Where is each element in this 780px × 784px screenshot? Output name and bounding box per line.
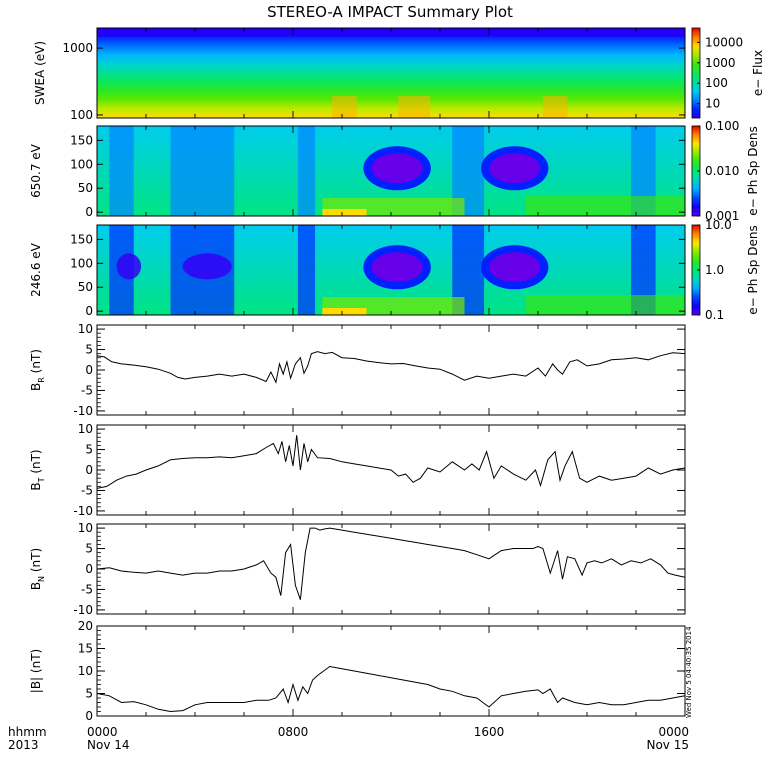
br-ylabel-unit: (nT) <box>29 349 43 377</box>
pad650-colorbar-tick-label: 0.100 <box>705 119 739 133</box>
swea-colorbar-tick-label: 10000 <box>705 35 743 49</box>
bn-ytick-label: -5 <box>81 582 93 596</box>
swea-image <box>97 28 685 118</box>
spectrogram-pad650: 0 50 100 150 650.7 eV 0.001 0.010 0.100 e− Ph Sp… <box>29 119 760 223</box>
br-series-line <box>96 351 686 384</box>
br-frame <box>96 324 686 416</box>
x-tick-date-label: Nov 14 <box>87 738 130 752</box>
panel-br: -10 -5 0 5 10 BR (nT) <box>29 322 686 418</box>
bt-ytick-label: 10 <box>78 422 93 436</box>
x-tick-label: 0000 <box>87 725 118 739</box>
bn-ylabel-unit: (nT) <box>29 548 43 576</box>
bt-ylabel-sub: T <box>37 477 46 483</box>
generation-timestamp: Wed Nov 5 04:40:35 2014 <box>685 626 693 718</box>
br-ylabel-sub: R <box>37 377 46 383</box>
pad650-ytick-label: 150 <box>70 133 93 147</box>
x-tick-date-label: Nov 15 <box>646 738 689 752</box>
swea-colorbar-tick-label: 100 <box>705 76 728 90</box>
bt-ytick-label: 0 <box>85 463 93 477</box>
pad246-ytick-label: 150 <box>70 232 93 246</box>
pad246-ytick-label: 50 <box>78 280 93 294</box>
panel-bt: -10 -5 0 5 10 BT (nT) <box>29 422 686 518</box>
bt-series-line <box>96 435 686 489</box>
br-ytick-label: -5 <box>81 383 93 397</box>
bn-frame <box>96 523 686 615</box>
x-row-label-year: 2013 <box>8 738 39 752</box>
br-ytick-label: 10 <box>78 322 93 336</box>
pad650-image <box>97 126 685 216</box>
bt-ytick-label: -10 <box>73 504 93 518</box>
pad246-colorbar-tick-label: 0.1 <box>705 308 724 322</box>
bn-ytick-label: 0 <box>85 562 93 576</box>
bn-ytick-label: -10 <box>73 603 93 617</box>
bmag-ytick-label: 5 <box>85 687 93 701</box>
bmag-ytick-label: 15 <box>78 642 93 656</box>
spectrogram-pad246: 0 50 100 150 246.6 eV 0.1 1.0 10.0 e− Ph Sp Dens <box>29 218 760 322</box>
bt-ytick-label: -5 <box>81 483 93 497</box>
pad246-colorbar-label: e− Ph Sp Dens <box>746 225 760 314</box>
pad650-ytick-label: 50 <box>78 181 93 195</box>
bmag-ylabel: |B| (nT) <box>29 649 43 693</box>
swea-ytick-label: 100 <box>70 108 93 122</box>
swea-ylabel: SWEA (eV) <box>33 41 47 105</box>
bmag-ytick-label: 0 <box>85 709 93 723</box>
bn-ytick-label: 10 <box>78 521 93 535</box>
bn-series-line <box>96 527 686 600</box>
panel-bn: -10 -5 0 5 10 BN (nT) <box>29 521 686 617</box>
pad246-colorbar-tick-label: 1.0 <box>705 263 724 277</box>
pad246-ytick-label: 100 <box>70 256 93 270</box>
swea-colorbar-label: e− Flux <box>751 50 765 96</box>
bt-ylabel-main: B <box>29 482 43 490</box>
bmag-series-line <box>96 665 686 713</box>
br-ylabel: BR (nT) <box>29 349 46 391</box>
pad650-colorbar-tick-label: 0.001 <box>705 209 739 223</box>
swea-ytick-label: 1000 <box>62 41 93 55</box>
bn-ylabel: BN (nT) <box>29 548 46 590</box>
bt-ytick-label: 5 <box>85 443 93 457</box>
br-ytick-label: 5 <box>85 343 93 357</box>
bmag-ylabel-unit: (nT) <box>29 649 43 677</box>
br-ytick-label: -10 <box>73 404 93 418</box>
pad650-ytick-label: 0 <box>85 205 93 219</box>
bn-ylabel-main: B <box>29 582 43 590</box>
pad650-colorbar-tick-label: 0.010 <box>705 164 739 178</box>
bmag-ylabel-main: |B| <box>29 677 43 693</box>
x-tick-label: 1600 <box>474 725 505 739</box>
bn-ytick-label: 5 <box>85 542 93 556</box>
pad650-colorbar-label: e− Ph Sp Dens <box>746 126 760 215</box>
pad246-ylabel: 246.6 eV <box>29 242 43 297</box>
pad246-colorbar-tick-label: 10.0 <box>705 218 732 232</box>
br-ylabel-main: B <box>29 383 43 391</box>
spectrogram-swea: 100 1000 SWEA (eV) 10 100 1000 10000 e− Flux <box>33 27 765 122</box>
br-ytick-label: 0 <box>85 363 93 377</box>
bmag-ytick-label: 20 <box>78 619 93 633</box>
x-row-label-hhmm: hhmm <box>8 725 47 739</box>
x-tick-label: 0800 <box>278 725 309 739</box>
swea-colorbar-tick-label: 10 <box>705 97 720 111</box>
swea-colorbar-tick-label: 1000 <box>705 56 736 70</box>
x-tick-label: 0000 <box>658 725 689 739</box>
pad650-ylabel: 650.7 eV <box>29 143 43 198</box>
plot-title: STEREO-A IMPACT Summary Plot <box>267 3 513 21</box>
pad650-ytick-label: 100 <box>70 157 93 171</box>
pad246-ytick-label: 0 <box>85 304 93 318</box>
pad246-image <box>97 225 685 315</box>
bt-ylabel: BT (nT) <box>29 449 46 490</box>
bn-ylabel-sub: N <box>37 576 46 582</box>
bt-ylabel-unit: (nT) <box>29 449 43 477</box>
swea-colorbar <box>691 27 701 119</box>
bmag-ytick-label: 10 <box>78 664 93 678</box>
panel-bmag: 0 5 10 15 20 |B| (nT) <box>29 619 686 723</box>
